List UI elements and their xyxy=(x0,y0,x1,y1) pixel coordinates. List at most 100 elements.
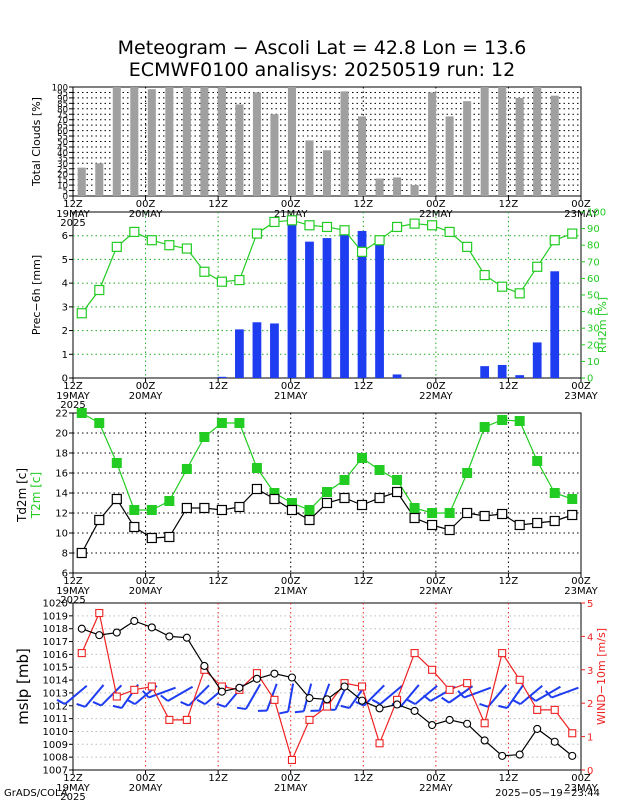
td2m-point xyxy=(129,521,140,533)
wind-barb-flag xyxy=(126,698,136,706)
td2m-point xyxy=(567,509,578,521)
wind-barb-flag xyxy=(479,703,489,708)
cloud-bar xyxy=(393,177,402,196)
cloud-bar xyxy=(305,140,314,196)
wind-barb-flag xyxy=(371,698,381,706)
wind-barb xyxy=(245,683,262,710)
chart-title-line2: ECMWF0100 analisys: 20250519 run: 12 xyxy=(129,59,515,81)
wind-speed-point xyxy=(445,685,454,694)
y-tick-label: 16 xyxy=(55,469,68,480)
x-tick-label: 12Z xyxy=(353,773,373,784)
y-tick-label: 60 xyxy=(57,127,68,137)
y-tick-label: 0 xyxy=(62,374,68,385)
wind-barb xyxy=(463,686,492,699)
t2m-point xyxy=(409,503,420,513)
x-date-label: 21MAY xyxy=(274,391,308,402)
y-tick-label-right: 30 xyxy=(587,324,600,335)
td2m-point xyxy=(76,547,87,559)
y-tick-label: 20 xyxy=(55,429,68,440)
t2m-point xyxy=(111,458,122,468)
y-tick-label: 95 xyxy=(57,89,68,99)
axis-label: T2m [c] xyxy=(29,472,43,519)
rh-point xyxy=(199,266,210,277)
td2m-point xyxy=(94,514,105,526)
wind-barb xyxy=(167,685,194,702)
y-tick-label: 1007 xyxy=(43,766,68,777)
x-date-label: 23MAY xyxy=(564,783,598,794)
rh-point xyxy=(164,240,175,251)
x-date-label: 20MAY xyxy=(129,586,163,597)
precip-bar xyxy=(287,215,297,378)
wind-speed-point xyxy=(147,682,156,691)
wind-barb xyxy=(519,684,543,705)
rh-point xyxy=(374,235,385,246)
x-tick-label: 00Z xyxy=(426,773,446,784)
td2m-point xyxy=(462,507,473,519)
x-tick-label: 12Z xyxy=(353,199,373,210)
x-date-label: 22MAY xyxy=(419,783,453,794)
wind-speed-point xyxy=(322,702,332,711)
x-tick-label: 12Z xyxy=(63,576,83,587)
x-tick-label: 00Z xyxy=(136,381,156,392)
rh-point xyxy=(339,225,350,236)
wind-speed-point xyxy=(498,649,507,658)
mslp-point xyxy=(550,737,559,746)
wind-barb xyxy=(506,684,525,709)
y-tick-label-right: 90 xyxy=(587,224,600,235)
wind-barb-flag xyxy=(180,701,190,707)
precip-bar xyxy=(392,374,402,378)
y-tick-label-right: 2 xyxy=(587,699,593,710)
td2m-point xyxy=(514,519,525,531)
wind-speed-point xyxy=(130,685,139,694)
precip-bar xyxy=(217,376,227,378)
precip-bar xyxy=(252,322,262,378)
x-date-label: 19MAY xyxy=(56,783,90,794)
x-tick-label: 00Z xyxy=(281,773,301,784)
precip-bar xyxy=(480,366,490,378)
rh-point xyxy=(356,246,368,257)
cloud-bar xyxy=(252,92,261,196)
td2m-point xyxy=(111,493,122,505)
cloud-bar xyxy=(95,163,104,196)
x-tick-label: 00Z xyxy=(571,576,591,587)
x-tick-label: 00Z xyxy=(281,199,301,210)
precip-bar xyxy=(497,364,507,378)
cloud-bar xyxy=(533,87,542,196)
x-date-label: 21MAY xyxy=(274,783,308,794)
x-tick-label: 00Z xyxy=(571,199,591,210)
x-tick-label: 12Z xyxy=(63,773,83,784)
mslp-point xyxy=(165,632,174,641)
t2m-point xyxy=(304,505,315,515)
wind-barb-flag xyxy=(441,696,450,704)
y-tick-label-right: 40 xyxy=(587,307,600,318)
y-tick-label-right: 20 xyxy=(587,340,600,351)
t2m-point xyxy=(514,416,525,426)
wind-speed-point xyxy=(77,649,86,658)
y-tick-label-right: 1 xyxy=(587,733,593,744)
y-tick-label-right: 100 xyxy=(587,208,606,219)
td2m-point xyxy=(146,532,157,544)
x-date-label: 22MAY xyxy=(419,209,453,220)
wind-barb-flag xyxy=(511,698,521,706)
cloud-bar xyxy=(322,150,332,196)
rh-point xyxy=(146,235,157,246)
td2m-point xyxy=(251,483,263,495)
y-tick-label: 25 xyxy=(57,165,68,175)
y-tick-label: 10 xyxy=(55,529,68,540)
x-date-label: 20MAY xyxy=(129,391,163,402)
cloud-bar xyxy=(235,104,244,196)
clouds-panel: 0510152025303540455055606570758085909510… xyxy=(30,84,599,230)
wind-barb xyxy=(100,684,123,707)
x-tick-label: 12Z xyxy=(208,773,228,784)
x-tick-label: 12Z xyxy=(499,199,519,210)
t2m-point xyxy=(76,408,87,418)
precip-bar xyxy=(515,375,525,378)
cloud-bar xyxy=(550,95,559,196)
wind-barb xyxy=(287,683,295,712)
mslp-point xyxy=(200,661,209,670)
cloud-bar xyxy=(375,178,384,196)
y-tick-label: 1013 xyxy=(43,688,68,699)
y-tick-label-right: 0 xyxy=(587,374,593,385)
y-tick-label: 15 xyxy=(57,176,68,186)
